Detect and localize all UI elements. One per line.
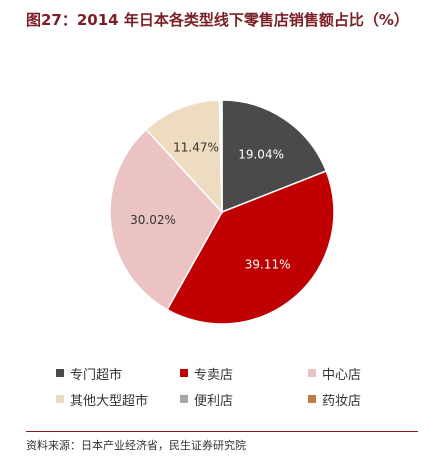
legend-item-yaozhuangdian: 药妆店 [308,390,406,409]
pie-data-label-1: 39.11% [245,257,291,271]
legend-swatch [56,369,64,377]
legend-item-bianlidian: 便利店 [180,390,308,409]
pie-slice-0 [221,99,328,214]
legend-swatch [180,369,188,377]
legend-swatch [308,395,316,403]
pie-slice-2 [109,128,223,311]
legend-label: 专卖店 [194,367,234,383]
source-divider [26,431,418,432]
legend-item-zhongxindian: 中心店 [308,364,406,383]
pie-data-label-0: 19.04% [238,148,284,162]
legend-label: 便利店 [194,393,234,409]
legend-item-zhuanmaidian: 专卖店 [180,364,308,383]
legend-item-qita-daxing-chaoshi: 其他大型超市 [56,390,180,409]
pie-data-label-2: 30.02% [130,213,176,227]
legend-label: 药妆店 [322,393,362,409]
legend-label: 其他大型超市 [70,393,149,409]
legend-swatch [180,395,188,403]
pie-chart: 19.04% 39.11% 30.02% 11.47% [109,99,335,325]
source-note: 资料来源：日本产业经济省，民生证券研究院 [26,439,246,452]
legend-swatch [308,369,316,377]
pie-data-label-3: 11.47% [173,141,219,155]
legend-label: 专门超市 [70,367,123,383]
legend: 专门超市 专卖店 中心店 其他大型超市 便利店 药妆店 [56,364,406,409]
legend-item-zhuanmen-chaoshi: 专门超市 [56,364,180,383]
legend-label: 中心店 [322,367,362,383]
legend-swatch [56,395,64,403]
chart-title: 图27：2014 年日本各类型线下零售店销售额占比（%） [26,11,409,29]
pie-slice-3 [145,99,223,214]
pie-slice-1 [166,170,335,325]
pie-slice-5 [220,99,223,213]
